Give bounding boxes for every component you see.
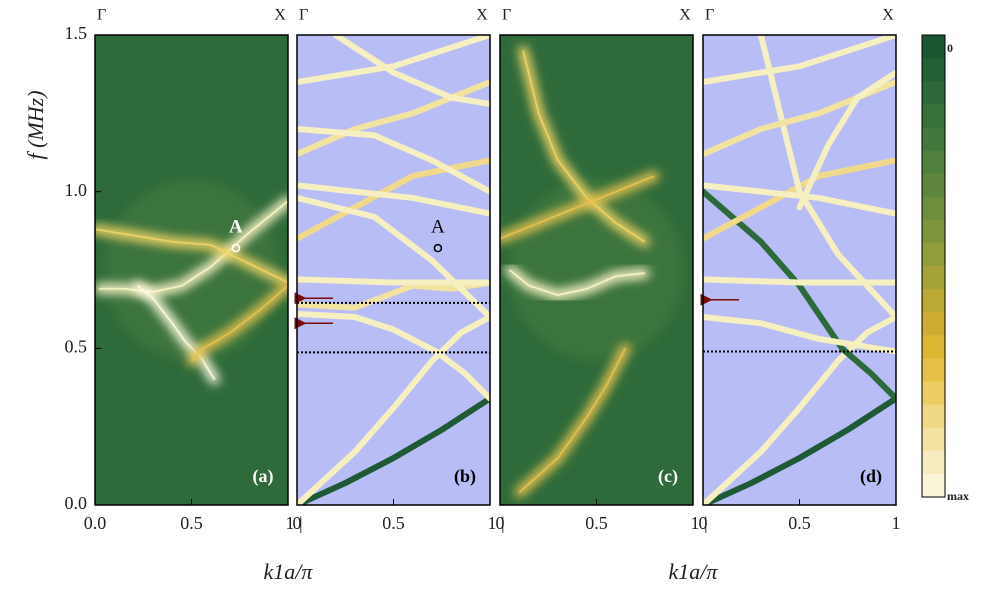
band (703, 35, 896, 85)
y-tick-label: 1.5 (65, 23, 88, 43)
colorbar-step (922, 358, 945, 382)
panel-label: (c) (658, 466, 678, 487)
band (703, 188, 896, 402)
band (796, 69, 896, 211)
marker-label: A (229, 216, 243, 237)
top-label: Γ (705, 7, 714, 24)
plot-area (703, 35, 896, 505)
band (757, 35, 896, 320)
colorbar-step (922, 58, 945, 82)
ridge-core (500, 175, 655, 240)
y-tick-label: 1.0 (65, 180, 88, 200)
top-label: X (476, 7, 488, 24)
panel: (d) Γ X 0 0.5 1 (699, 7, 901, 533)
ridge-core (136, 284, 216, 381)
panel-background (703, 35, 896, 505)
panel-label: (b) (454, 466, 476, 487)
x-axis-label: k1a/π (264, 559, 314, 584)
band (297, 194, 490, 320)
x-tick-label: 0 (699, 513, 708, 533)
colorbar-step (922, 335, 945, 359)
colorbar-step (922, 219, 945, 244)
top-label: X (274, 7, 286, 24)
band (297, 395, 490, 505)
marker (433, 243, 443, 253)
marker-label: A (431, 216, 445, 237)
contour-shade (509, 180, 684, 360)
colorbar-step (922, 173, 945, 198)
x-tick-label: 0.5 (788, 513, 811, 533)
colorbar-frame (921, 34, 946, 498)
x-tick-label: 1 | (690, 513, 707, 533)
band (297, 314, 490, 505)
y-tick-label: 0.5 (65, 336, 88, 356)
x-tick-label: 1 | (487, 513, 504, 533)
band (297, 35, 490, 85)
x-tick-label: 1 | (285, 513, 302, 533)
colorbar-step (922, 196, 945, 221)
ridge-core (522, 50, 646, 243)
y-axis-label: f (MHz) (23, 90, 48, 159)
x-tick-label: 0.5 (382, 513, 405, 533)
colorbar-step (922, 473, 945, 498)
band (297, 182, 490, 217)
x-tick-label: 1 (892, 513, 901, 533)
plot-area (297, 35, 490, 505)
x-tick-label: 0 (293, 513, 302, 533)
colorbar-label: max (947, 489, 969, 503)
colorbar-step (922, 404, 945, 429)
band (703, 157, 896, 242)
top-label: Γ (97, 7, 106, 24)
panel: A (b) Γ X 0 0.5 1 | (293, 7, 505, 533)
colorbar-step (922, 35, 945, 59)
x-tick-label: 0.5 (180, 513, 203, 533)
panel: (c)Γ X0 0.5 1 |k1a/π (496, 7, 719, 584)
colorbar-label: 0 (947, 41, 953, 55)
band (297, 126, 490, 195)
x-tick-label: 0.5 (585, 513, 608, 533)
colorbar-step (922, 242, 945, 267)
colorbar-step (922, 81, 945, 105)
marker (231, 243, 241, 253)
top-label: X (679, 7, 691, 24)
band (703, 182, 896, 217)
band (703, 395, 896, 505)
colorbar-step (922, 266, 945, 290)
panel: A(a)Γ X0.0 0.5 1 |0.00.51.01.5f (MHz)k1a/π (23, 7, 313, 584)
band (297, 276, 490, 286)
x-tick-label: 0 (496, 513, 505, 533)
band (332, 35, 490, 107)
band (297, 310, 490, 402)
ridge-core (518, 347, 627, 494)
colorbar-step (922, 312, 945, 336)
band (703, 314, 896, 505)
plot-area (95, 180, 288, 385)
colorbar-step (922, 450, 945, 475)
plot-area (500, 45, 684, 498)
band (703, 314, 896, 355)
ridge-core (190, 284, 288, 362)
top-label: Γ (502, 7, 511, 24)
ridge-core (509, 269, 645, 297)
colorbar-step (922, 289, 945, 313)
colorbar-step (922, 381, 945, 406)
panel-background (297, 35, 490, 505)
ridge-core (98, 200, 288, 293)
y-tick-label: 0.0 (65, 493, 88, 513)
contour-shade (104, 180, 279, 360)
colorbar-step (922, 427, 945, 452)
top-label: Γ (299, 7, 308, 24)
colorbar-step (922, 127, 945, 151)
top-label: X (882, 7, 894, 24)
colorbar-step (922, 104, 945, 128)
panel-label: (d) (860, 466, 882, 487)
colorbar-step (922, 150, 945, 175)
x-tick-label: 0.0 (84, 513, 107, 533)
panel-label: (a) (253, 466, 274, 487)
ridge-core (95, 228, 288, 284)
x-axis-label: k1a/π (669, 559, 719, 584)
band (297, 279, 490, 311)
